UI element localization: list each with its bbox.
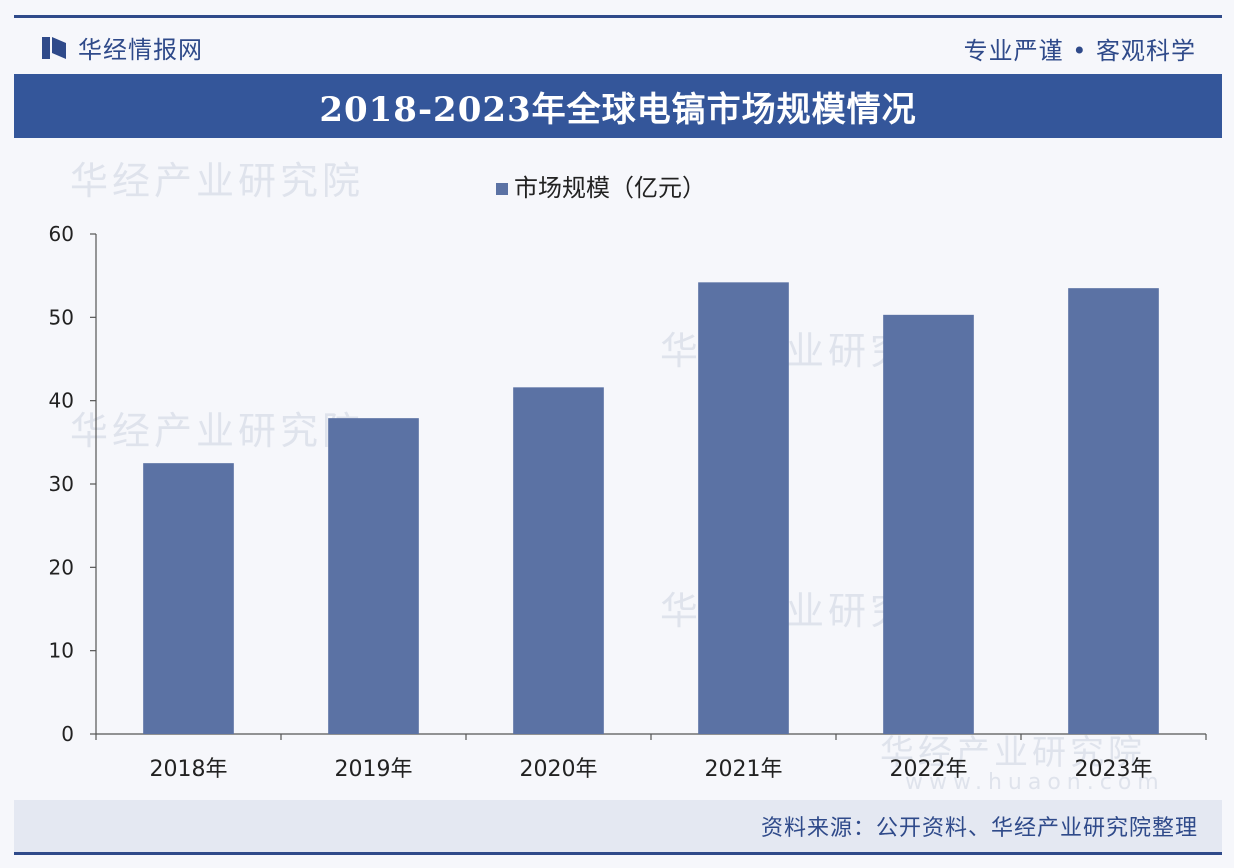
x-tick-label: 2021年 [705,757,783,782]
y-tick-label: 50 [49,305,74,329]
y-tick-label: 60 [49,222,74,246]
legend-swatch [496,183,508,195]
brand: 华经情报网 [40,30,203,65]
bar [1068,288,1159,734]
x-tick-label: 2019年 [335,757,413,782]
chart-area: 市场规模（亿元） 0 10 20 30 40 50 60 2018年 2019年 2020年 2021… [0,150,1234,800]
bar [513,387,604,734]
y-tick-label: 30 [49,472,74,496]
legend-label: 市场规模（亿元） [514,174,706,202]
x-tick-label: 2022年 [890,757,968,782]
source-note: 资料来源：公开资料、华经产业研究院整理 [760,816,1198,841]
x-tick-label: 2023年 [1075,757,1153,782]
x-tick-label: 2018年 [150,757,228,782]
brand-logo-icon [42,36,66,59]
chart-title: 2018-2023年全球电镐市场规模情况 [319,89,917,130]
slogan: 专业严谨 • 客观科学 [963,37,1196,65]
x-tick-label: 2020年 [520,757,598,782]
brand-name: 华经情报网 [78,36,203,64]
bar [143,463,234,734]
source-band: 资料来源：公开资料、华经产业研究院整理 [14,800,1222,852]
y-tick-label: 10 [49,639,74,663]
bar [328,418,419,734]
bar [883,314,974,734]
title-band: 2018-2023年全球电镐市场规模情况 [14,74,1222,138]
bar-chart: 市场规模（亿元） 0 10 20 30 40 50 60 2018年 2019年 2020年 2021… [49,174,1207,782]
y-tick-label: 20 [49,555,74,579]
top-rule [14,15,1222,18]
y-tick-label: 0 [61,722,74,746]
bar [698,282,789,734]
bottom-rule [14,852,1222,855]
y-tick-label: 40 [49,389,74,413]
